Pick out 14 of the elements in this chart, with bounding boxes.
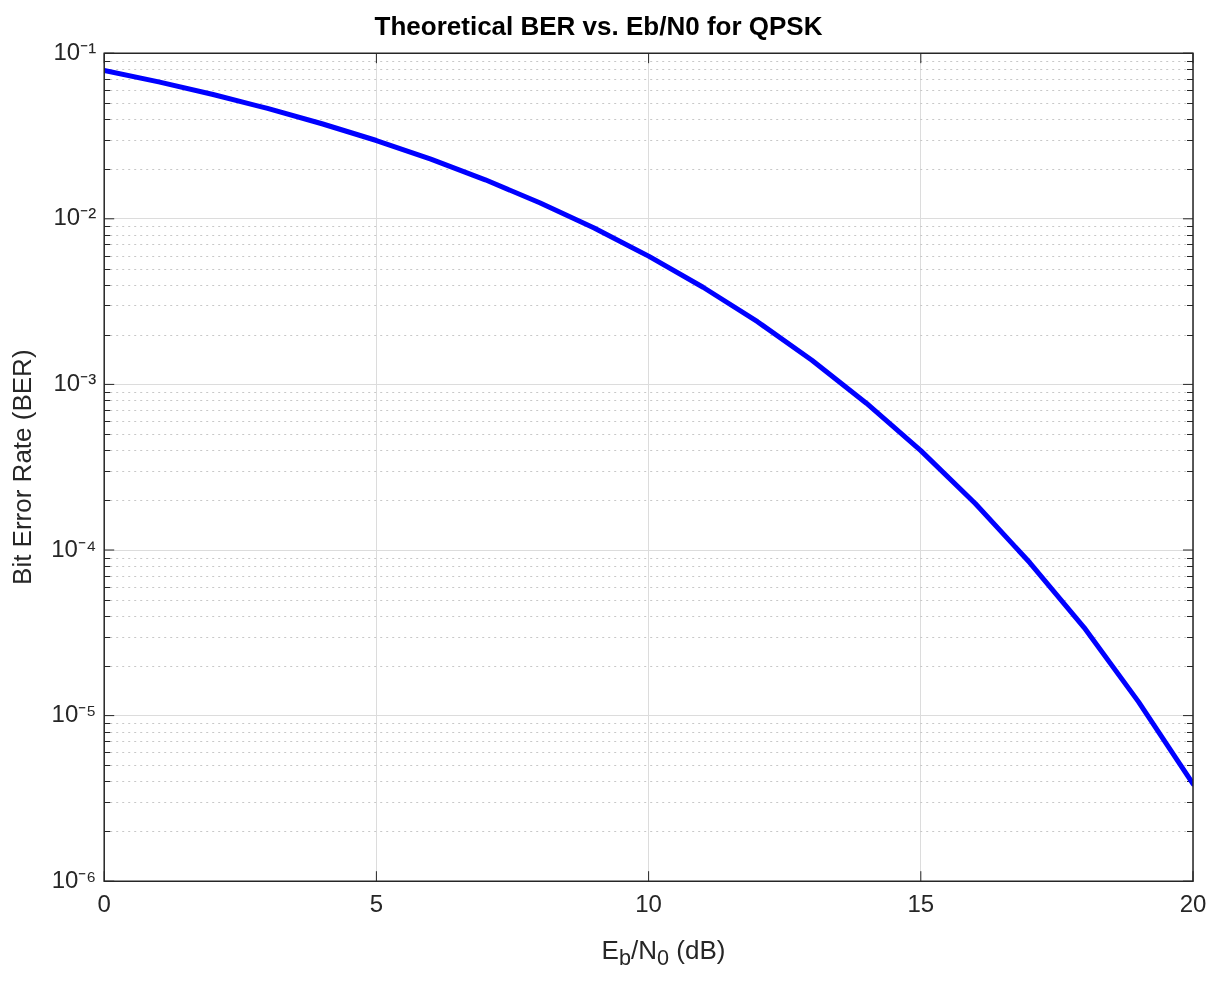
x-tick-label: 5 [369,890,384,918]
x-tick-label: 20 [1179,890,1207,918]
y-tick-label: 10⁻⁵ [51,700,97,728]
y-tick-label: 10⁻⁴ [51,534,97,562]
y-tick-label: 10⁻³ [53,369,97,397]
x-tick-label: 15 [907,890,935,918]
x-tick-label: 0 [97,890,111,918]
x-tick-label: 10 [635,890,662,918]
y-axis-title: Bit Error Rate (BER) [6,349,37,585]
y-tick-label: 10⁻¹ [53,37,97,65]
y-tick-label: 10⁻⁶ [51,865,97,893]
x-axis-title: E$_{b}$/N$_{0}$ (dB) [600,935,727,972]
y-tick-label: 10⁻² [53,203,97,231]
chart-title: Theoretical BER vs. Eb/N0 for QPSK [374,10,823,41]
